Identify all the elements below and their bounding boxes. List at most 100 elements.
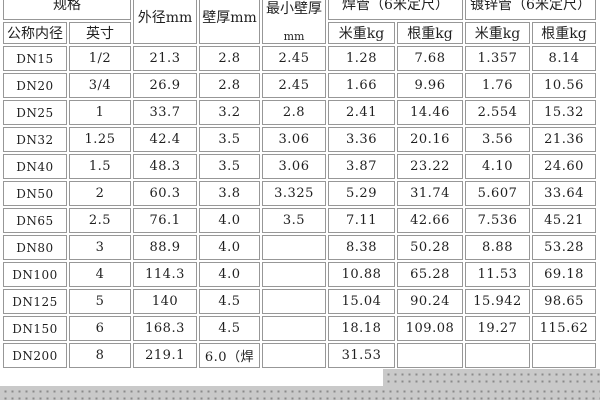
pipe-spec-table: 规格 外径mm 壁厚mm 最小壁厚 mm 焊管（6米定尺） 镀锌管（6米定尺） … [1, 0, 598, 370]
cell-min-wall-thickness [262, 289, 326, 314]
cell-wall-thickness: 6.0（焊 [199, 343, 260, 368]
cell-galvanized-piece-weight: 45.21 [532, 208, 597, 233]
cell-nominal-id: DN100 [3, 262, 67, 287]
cell-inch: 5 [69, 289, 131, 314]
cell-welded-meter-weight: 10.88 [328, 262, 395, 287]
header-welded-pipe-group: 焊管（6米定尺） [328, 0, 464, 20]
cell-galvanized-meter-weight: 11.53 [465, 262, 531, 287]
table-body: DN15 1/2 21.3 2.8 2.45 1.28 7.68 1.357 8… [3, 46, 597, 368]
cell-min-wall-thickness: 3.325 [262, 181, 326, 206]
cell-galvanized-piece-weight: 24.60 [532, 154, 597, 179]
cell-nominal-id: DN32 [3, 127, 67, 152]
cell-wall-thickness: 2.8 [199, 46, 260, 71]
cell-galvanized-meter-weight: 5.607 [465, 181, 531, 206]
cell-welded-piece-weight: 20.16 [397, 127, 464, 152]
cell-wall-thickness: 2.8 [199, 73, 260, 98]
cell-inch: 1 [69, 100, 131, 125]
cell-outer-diameter: 219.1 [133, 343, 197, 368]
header-row-2: 公称内径 英寸 米重kg 根重kg 米重kg 根重kg [3, 21, 597, 44]
cell-welded-piece-weight: 7.68 [397, 46, 464, 71]
cell-min-wall-thickness: 2.45 [262, 73, 326, 98]
header-inch: 英寸 [69, 21, 131, 44]
cell-welded-meter-weight: 2.41 [328, 100, 395, 125]
cell-galvanized-meter-weight: 15.942 [465, 289, 531, 314]
cell-inch: 8 [69, 343, 131, 368]
cell-galvanized-meter-weight: 1.357 [465, 46, 531, 71]
cell-welded-meter-weight: 15.04 [328, 289, 395, 314]
header-galvanized-pipe-group: 镀锌管（6米定尺） [465, 0, 597, 20]
cell-wall-thickness: 4.5 [199, 316, 260, 341]
cell-galvanized-meter-weight: 1.76 [465, 73, 531, 98]
cell-wall-thickness: 3.2 [199, 100, 260, 125]
header-min-wall-thickness: 最小壁厚 mm [262, 0, 326, 44]
table-row: DN150 6 168.3 4.5 18.18 109.08 19.27 115… [3, 316, 597, 341]
header-wall-thickness: 壁厚mm [199, 0, 260, 44]
table-row: DN15 1/2 21.3 2.8 2.45 1.28 7.68 1.357 8… [3, 46, 597, 71]
cell-welded-meter-weight: 1.28 [328, 46, 395, 71]
cell-galvanized-piece-weight: 10.56 [532, 73, 597, 98]
cell-wall-thickness: 4.0 [199, 262, 260, 287]
cell-nominal-id: DN65 [3, 208, 67, 233]
cell-galvanized-piece-weight: 69.18 [532, 262, 597, 287]
cell-galvanized-piece-weight: 53.28 [532, 235, 597, 260]
cell-min-wall-thickness [262, 262, 326, 287]
table-row: DN25 1 33.7 3.2 2.8 2.41 14.46 2.554 15.… [3, 100, 597, 125]
cell-wall-thickness: 3.5 [199, 127, 260, 152]
cell-galvanized-piece-weight: 15.32 [532, 100, 597, 125]
cell-wall-thickness: 4.0 [199, 235, 260, 260]
header-welded-meter-weight: 米重kg [328, 21, 395, 44]
cell-nominal-id: DN80 [3, 235, 67, 260]
cell-nominal-id: DN20 [3, 73, 67, 98]
transparency-pattern-bottom [0, 386, 600, 400]
cell-welded-meter-weight: 3.87 [328, 154, 395, 179]
cell-wall-thickness: 3.8 [199, 181, 260, 206]
cell-galvanized-piece-weight: 115.62 [532, 316, 597, 341]
cell-min-wall-thickness [262, 235, 326, 260]
cell-galvanized-meter-weight: 3.56 [465, 127, 531, 152]
header-min-wall-label: 最小壁厚 [266, 1, 322, 17]
cell-welded-meter-weight: 18.18 [328, 316, 395, 341]
table-row: DN125 5 140 4.5 15.04 90.24 15.942 98.65 [3, 289, 597, 314]
header-spec: 规格 [3, 0, 131, 20]
cell-outer-diameter: 168.3 [133, 316, 197, 341]
cell-inch: 2.5 [69, 208, 131, 233]
cell-welded-piece-weight: 9.96 [397, 73, 464, 98]
cell-outer-diameter: 42.4 [133, 127, 197, 152]
table-row: DN50 2 60.3 3.8 3.325 5.29 31.74 5.607 3… [3, 181, 597, 206]
cell-outer-diameter: 26.9 [133, 73, 197, 98]
cell-wall-thickness: 4.0 [199, 208, 260, 233]
table-row: DN20 3/4 26.9 2.8 2.45 1.66 9.96 1.76 10… [3, 73, 597, 98]
cell-galvanized-meter-weight: 8.88 [465, 235, 531, 260]
cell-outer-diameter: 140 [133, 289, 197, 314]
cell-welded-meter-weight: 1.66 [328, 73, 395, 98]
cell-inch: 2 [69, 181, 131, 206]
cell-welded-piece-weight: 50.28 [397, 235, 464, 260]
cell-galvanized-meter-weight [465, 343, 531, 368]
cell-min-wall-thickness: 3.06 [262, 154, 326, 179]
cell-galvanized-piece-weight: 21.36 [532, 127, 597, 152]
cell-welded-piece-weight: 90.24 [397, 289, 464, 314]
cell-galvanized-meter-weight: 7.536 [465, 208, 531, 233]
cell-galvanized-meter-weight: 2.554 [465, 100, 531, 125]
cell-wall-thickness: 4.5 [199, 289, 260, 314]
cell-galvanized-piece-weight [532, 343, 597, 368]
cell-welded-piece-weight: 42.66 [397, 208, 464, 233]
cell-welded-meter-weight: 3.36 [328, 127, 395, 152]
cell-galvanized-piece-weight: 33.64 [532, 181, 597, 206]
cell-galvanized-piece-weight: 98.65 [532, 289, 597, 314]
cell-welded-piece-weight: 23.22 [397, 154, 464, 179]
header-nominal-id: 公称内径 [3, 21, 67, 44]
cell-inch: 3 [69, 235, 131, 260]
cell-nominal-id: DN200 [3, 343, 67, 368]
cell-welded-piece-weight: 31.74 [397, 181, 464, 206]
cell-wall-thickness: 3.5 [199, 154, 260, 179]
cell-galvanized-meter-weight: 19.27 [465, 316, 531, 341]
table-row: DN100 4 114.3 4.0 10.88 65.28 11.53 69.1… [3, 262, 597, 287]
cell-inch: 6 [69, 316, 131, 341]
cell-welded-meter-weight: 7.11 [328, 208, 395, 233]
cell-galvanized-piece-weight: 8.14 [532, 46, 597, 71]
table-row: DN200 8 219.1 6.0（焊 31.53 [3, 343, 597, 368]
cell-welded-piece-weight: 109.08 [397, 316, 464, 341]
cell-inch: 1/2 [69, 46, 131, 71]
